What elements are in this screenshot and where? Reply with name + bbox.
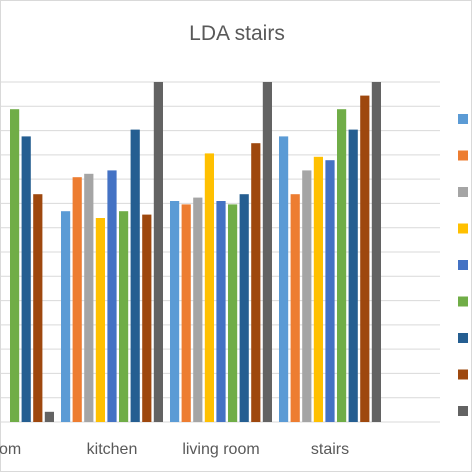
bar bbox=[10, 109, 20, 422]
bar bbox=[313, 156, 323, 423]
category-label: room bbox=[0, 441, 21, 458]
legend bbox=[458, 114, 468, 416]
bar bbox=[119, 211, 129, 422]
legend-marker bbox=[458, 260, 468, 270]
bar bbox=[302, 170, 312, 422]
bar bbox=[360, 95, 370, 422]
bar bbox=[228, 204, 238, 422]
bar bbox=[21, 136, 31, 422]
bar bbox=[95, 218, 105, 422]
bar bbox=[130, 129, 140, 422]
bar bbox=[325, 160, 335, 422]
bar bbox=[290, 194, 300, 422]
bar bbox=[216, 201, 226, 422]
legend-marker bbox=[458, 223, 468, 234]
bar bbox=[193, 197, 203, 422]
bar-series bbox=[10, 82, 381, 423]
legend-marker bbox=[458, 406, 468, 416]
bar bbox=[107, 170, 117, 422]
bar bbox=[142, 214, 152, 422]
bar bbox=[170, 201, 180, 422]
bar bbox=[204, 153, 214, 422]
chart-title: LDA stairs bbox=[189, 22, 285, 45]
category-label: living room bbox=[182, 441, 259, 458]
bar bbox=[371, 82, 381, 422]
bar bbox=[348, 129, 358, 422]
category-labels: room kitchen living room stairs bbox=[0, 441, 349, 458]
bar bbox=[337, 109, 347, 422]
category-label: stairs bbox=[311, 441, 349, 458]
bar bbox=[61, 211, 71, 422]
bar bbox=[251, 143, 261, 422]
bar bbox=[239, 194, 249, 422]
legend-marker bbox=[458, 187, 468, 197]
bar bbox=[181, 204, 191, 422]
legend-marker bbox=[458, 150, 468, 161]
bar bbox=[279, 136, 289, 422]
legend-marker bbox=[458, 114, 468, 124]
bar bbox=[44, 411, 54, 422]
legend-marker bbox=[458, 369, 468, 380]
category-label: kitchen bbox=[87, 441, 138, 458]
bar bbox=[72, 177, 82, 422]
legend-marker bbox=[458, 333, 468, 343]
bar bbox=[33, 194, 43, 422]
legend-marker bbox=[458, 296, 468, 307]
bar bbox=[84, 173, 94, 422]
bar bbox=[153, 82, 163, 422]
bar bbox=[262, 82, 272, 422]
